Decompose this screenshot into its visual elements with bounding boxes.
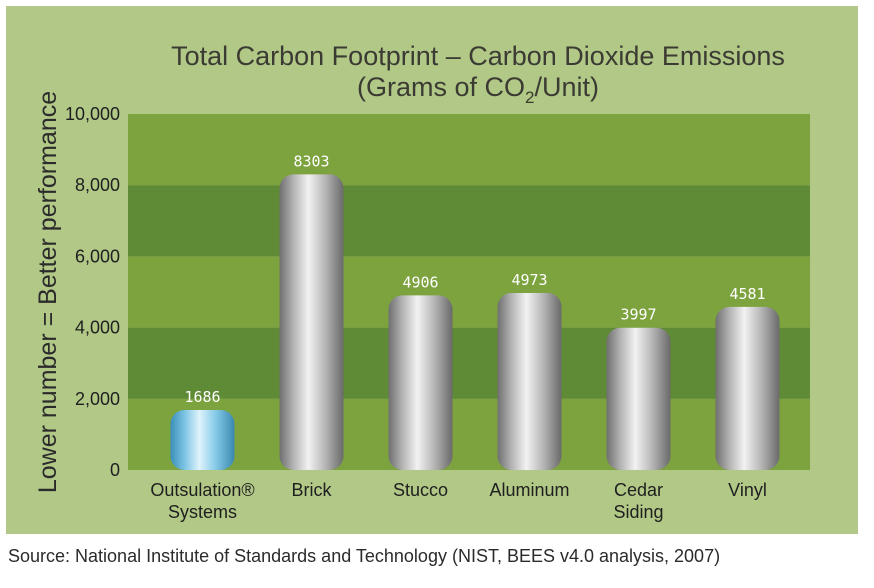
grid-bands: [128, 114, 810, 470]
x-category-line: Siding: [613, 502, 663, 522]
bar-value-label: 3997: [620, 306, 656, 324]
bar: [715, 306, 780, 470]
source-note: Source: National Institute of Standards …: [8, 546, 721, 566]
x-category-label: Outsulation® Systems: [150, 480, 254, 522]
grid-band: [128, 398, 810, 470]
x-category-line: Aluminum: [489, 480, 569, 500]
chart-panel: 1686 8303 4906 4973 3997 4581 0 2,000 4,000 6,00…: [6, 6, 858, 534]
x-category-line: Brick: [292, 480, 333, 500]
x-category-label: Vinyl: [728, 480, 767, 500]
subtitle-subscript: 2: [525, 88, 534, 107]
x-category-line: Outsulation®: [150, 480, 254, 500]
subtitle-part-2: /Unit): [534, 72, 599, 102]
bar: [497, 292, 562, 470]
grid-band: [128, 256, 810, 328]
x-category-label: Stucco: [393, 480, 448, 500]
chart-subtitle: (Grams of CO2/Unit): [357, 72, 599, 107]
bar-value-label: 4581: [729, 285, 765, 303]
bars: [170, 174, 780, 470]
y-axis-ticks: 0 2,000 4,000 6,000 8,000 10,000: [65, 104, 120, 480]
bar-value-label: 8303: [293, 152, 329, 170]
x-category-line: Systems: [168, 502, 237, 522]
x-category-line: Stucco: [393, 480, 448, 500]
chart-svg: 1686 8303 4906 4973 3997 4581 0 2,000 4,000 6,00…: [34, 41, 810, 522]
chart-title: Total Carbon Footprint – Carbon Dioxide …: [171, 41, 785, 71]
bar-value-label: 4906: [402, 273, 438, 291]
bar: [606, 327, 671, 470]
grid-band: [128, 327, 810, 399]
bar-value-label: 1686: [184, 388, 220, 406]
grid-band: [128, 114, 810, 186]
bar: [279, 174, 344, 470]
y-tick-label: 8,000: [75, 175, 120, 195]
grid-band: [128, 185, 810, 257]
y-axis-label: Lower number = Better performance: [34, 91, 62, 493]
x-category-label: Cedar Siding: [613, 480, 663, 522]
y-tick-label: 0: [110, 460, 120, 480]
bar: [388, 295, 453, 470]
y-tick-label: 4,000: [75, 318, 120, 338]
x-category-line: Cedar: [614, 480, 663, 500]
y-tick-label: 2,000: [75, 389, 120, 409]
value-labels: 1686 8303 4906 4973 3997 4581: [184, 152, 765, 406]
bar-value-label: 4973: [511, 271, 547, 289]
x-category-line: Vinyl: [728, 480, 767, 500]
subtitle-part-1: (Grams of CO: [357, 72, 525, 102]
bar: [170, 409, 235, 470]
y-tick-label: 10,000: [65, 104, 120, 124]
x-axis-categories: Outsulation® Systems Brick Stucco Aluminum Ce…: [150, 480, 767, 522]
y-tick-label: 6,000: [75, 246, 120, 266]
x-category-label: Aluminum: [489, 480, 569, 500]
x-category-label: Brick: [292, 480, 333, 500]
